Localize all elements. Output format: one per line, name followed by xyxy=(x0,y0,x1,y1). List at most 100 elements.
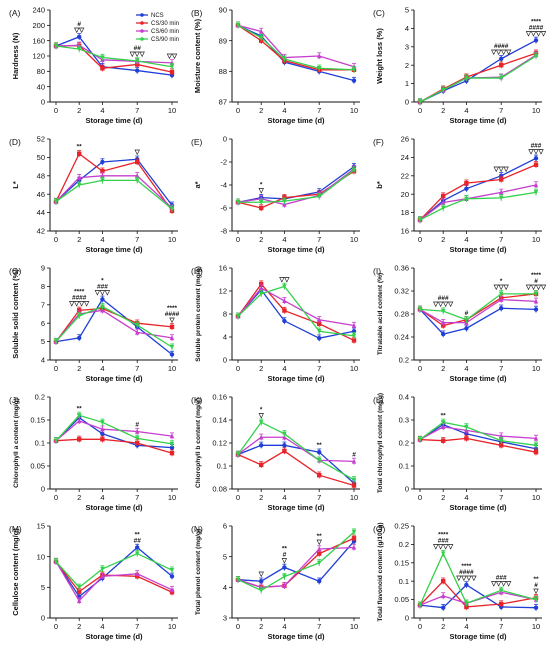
data-point xyxy=(317,321,322,326)
significance-annotation: ▽▽▽ xyxy=(493,166,510,173)
data-point xyxy=(259,434,264,440)
x-axis-label: Storage time (d) xyxy=(267,632,325,641)
data-point xyxy=(135,68,140,73)
y-tick-label: 0 xyxy=(405,485,409,494)
data-point xyxy=(317,316,322,322)
data-point xyxy=(135,440,140,446)
panel-label: (O) xyxy=(373,524,385,534)
x-axis-label: Storage time (d) xyxy=(85,374,143,383)
data-point xyxy=(441,87,446,93)
y-tick-label: 5 xyxy=(41,583,45,592)
data-point xyxy=(282,318,287,324)
y-tick-label: 0.1 xyxy=(35,439,45,448)
series-cs-90-min xyxy=(235,418,357,484)
significance-annotation: * xyxy=(260,182,263,189)
x-tick-label: 10 xyxy=(168,106,176,115)
data-point xyxy=(235,452,241,458)
x-tick-label: 2 xyxy=(259,235,263,244)
series-cs-60-min xyxy=(53,557,175,605)
data-point xyxy=(417,307,423,313)
y-tick-label: 10 xyxy=(37,552,45,561)
x-tick-label: 7 xyxy=(499,622,503,631)
data-point xyxy=(533,162,539,167)
x-tick-label: 10 xyxy=(350,493,358,502)
x-tick-label: 0 xyxy=(54,364,58,373)
significance-annotation: ▽▽▽ xyxy=(493,284,510,291)
y-tick-label: 0 xyxy=(223,356,227,365)
y-axis-label: Total chlorophyll content (mg/g) xyxy=(377,393,384,493)
y-tick-label: 26 xyxy=(401,135,409,144)
x-axis-label: Storage time (d) xyxy=(449,245,507,254)
x-tick-label: 4 xyxy=(464,235,468,244)
data-point xyxy=(100,431,105,436)
panel-label: (J) xyxy=(9,395,19,405)
y-tick-label: 89 xyxy=(219,36,227,45)
x-tick-label: 2 xyxy=(441,235,445,244)
x-tick-label: 0 xyxy=(418,364,422,373)
x-tick-label: 10 xyxy=(350,106,358,115)
y-tick-label: 50 xyxy=(37,153,45,162)
panel-label: (B) xyxy=(191,8,203,18)
significance-annotation: #### xyxy=(165,311,180,318)
y-tick-label: 90 xyxy=(219,6,227,15)
significance-annotation: **** xyxy=(438,532,449,539)
series-line xyxy=(237,283,355,342)
data-point xyxy=(77,151,82,156)
panel-l: (L) 0 0.1 0.2 0.3 0.4 0 2 4 7 10 Storage time (d) To… xyxy=(373,393,542,512)
data-point xyxy=(135,58,140,64)
data-point xyxy=(499,443,504,448)
y-tick-label: 0 xyxy=(41,98,45,107)
significance-annotation: ▽▽▽▽ xyxy=(432,301,454,308)
y-tick-label: 120 xyxy=(32,52,45,61)
x-tick-label: 0 xyxy=(418,493,422,502)
series-cs-60-min xyxy=(53,41,175,67)
significance-annotation: **** xyxy=(167,305,178,312)
y-tick-label: 46 xyxy=(37,190,45,199)
x-axis-label: Storage time (d) xyxy=(85,245,143,254)
data-point xyxy=(464,601,469,607)
panel-label: (H) xyxy=(191,266,203,276)
y-tick-label: 12 xyxy=(219,287,227,296)
y-tick-label: 0.15 xyxy=(30,416,45,425)
panel-a: (A) 0 40 80 120 160 200 240 0 2 4 7 10 Storage time (… xyxy=(9,6,179,125)
data-point xyxy=(499,296,504,302)
y-tick-label: 0 xyxy=(405,98,409,107)
data-point xyxy=(53,339,59,345)
data-point xyxy=(533,156,539,161)
series-cs-60-min xyxy=(53,417,175,444)
series-cs-90-min xyxy=(417,290,539,323)
data-point xyxy=(259,462,264,468)
y-tick-label: 0.32 xyxy=(394,287,409,296)
significance-annotation: # xyxy=(283,551,287,558)
significance-annotation: ** xyxy=(317,442,323,449)
y-tick-label: 5 xyxy=(405,6,409,15)
legend-swatch-marker xyxy=(140,13,144,17)
y-tick-label: 0.2 xyxy=(399,356,409,365)
data-point xyxy=(259,579,264,584)
panel-label: (M) xyxy=(9,524,22,534)
y-tick-label: -2 xyxy=(220,158,227,167)
significance-annotation: ### xyxy=(531,142,542,149)
panel-e: (E) -8 -6 -4 -2 0 0 2 4 7 10 Storage time (d) a* *▽ xyxy=(191,135,360,254)
y-axis-label: Titratable acid content (%) xyxy=(377,273,384,355)
y-tick-label: 0.1 xyxy=(399,462,409,471)
y-tick-label: 4 xyxy=(405,24,409,33)
series-line xyxy=(237,444,355,484)
x-axis-label: Storage time (d) xyxy=(267,374,325,383)
data-point xyxy=(259,35,264,41)
data-point xyxy=(317,450,322,455)
data-point xyxy=(100,573,105,579)
data-point xyxy=(100,420,105,426)
y-tick-label: -8 xyxy=(220,227,227,236)
x-tick-label: 0 xyxy=(54,622,58,631)
x-tick-label: 7 xyxy=(135,106,139,115)
x-tick-label: 0 xyxy=(418,106,422,115)
y-axis-label: Total phenol content (mg/g) xyxy=(195,529,202,615)
data-point xyxy=(235,314,241,320)
x-tick-label: 7 xyxy=(317,493,321,502)
data-point xyxy=(441,205,446,211)
data-point xyxy=(351,78,357,83)
significance-annotation: **** xyxy=(531,18,542,25)
x-tick-label: 2 xyxy=(441,106,445,115)
y-tick-label: 4 xyxy=(41,356,45,365)
